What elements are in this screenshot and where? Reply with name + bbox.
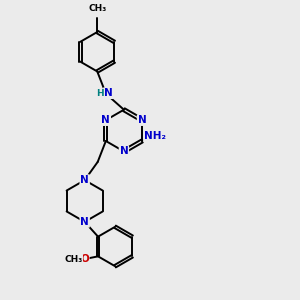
Text: N: N: [101, 115, 110, 125]
Text: N: N: [138, 115, 146, 125]
Text: NH₂: NH₂: [144, 131, 166, 141]
Text: N: N: [119, 146, 128, 156]
Text: H: H: [96, 89, 104, 98]
Text: O: O: [80, 254, 89, 264]
Text: N: N: [104, 88, 112, 98]
Text: CH₃: CH₃: [88, 4, 106, 13]
Text: CH₃: CH₃: [64, 255, 83, 264]
Text: N: N: [80, 217, 89, 227]
Text: N: N: [80, 175, 89, 185]
